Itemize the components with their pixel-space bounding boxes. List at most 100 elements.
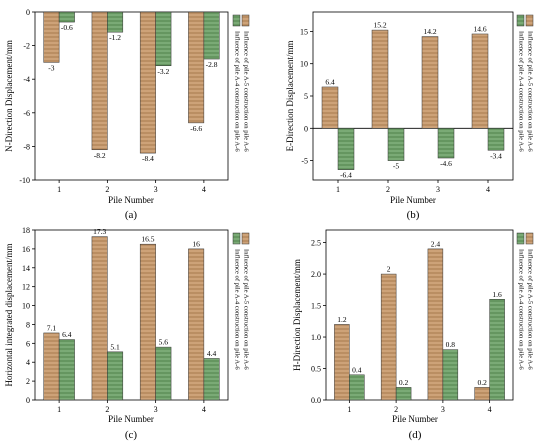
y-tick-label: 18	[22, 226, 30, 235]
x-tick-label: 3	[441, 405, 445, 414]
y-axis-label: N-Direction Displacement/mm	[4, 40, 14, 152]
data-label: 16	[192, 239, 200, 248]
data-label: -3	[48, 63, 54, 72]
bar-series-2	[395, 387, 412, 401]
y-tick-label: 5	[304, 92, 308, 101]
bar-series-2	[349, 374, 365, 401]
y-tick-label: 0.5	[311, 365, 321, 374]
x-axis-label: Pile Number	[392, 414, 438, 424]
bar-series-1	[334, 324, 350, 401]
y-axis-label: H-Direction Displacement/mm	[292, 259, 302, 371]
x-tick-label: 3	[154, 185, 158, 194]
data-label: 0.4	[352, 365, 362, 374]
legend-label-2: Influence of pile A-4 construction on pi…	[517, 249, 524, 370]
bar-series-1	[91, 11, 108, 151]
x-tick-label: 1	[336, 185, 340, 194]
x-tick-label: 4	[488, 405, 492, 414]
y-tick-label: 4	[26, 358, 30, 367]
panel-caption: (a)	[125, 209, 138, 221]
x-tick-label: 1	[57, 405, 61, 414]
data-label: 5.6	[159, 338, 169, 347]
bar-series-2	[387, 128, 405, 161]
legend-swatch-2	[516, 232, 525, 245]
y-tick-label: 6	[26, 339, 30, 348]
legend-label-1: Influence of pile A-5 construction on pi…	[242, 31, 249, 152]
data-label: 0.2	[399, 378, 409, 387]
data-label: 14.2	[423, 27, 436, 36]
x-tick-label: 1	[57, 185, 61, 194]
bar-series-2	[155, 11, 172, 67]
data-label: -1.2	[109, 33, 121, 42]
y-tick-label: 12	[22, 283, 30, 292]
data-label: -6.6	[190, 124, 202, 133]
x-axis-label: Pile Number	[390, 195, 436, 205]
y-tick-label: 0	[26, 8, 30, 17]
legend-swatch-2	[232, 14, 241, 27]
legend-swatch-2	[516, 14, 525, 27]
x-tick-label: 2	[105, 405, 109, 414]
y-tick-label: -8	[23, 142, 30, 151]
bar-series-1	[471, 33, 489, 129]
data-label: 1.2	[337, 315, 347, 324]
y-tick-label: 15	[300, 27, 308, 36]
x-tick-label: 4	[202, 405, 206, 414]
bar-series-1	[188, 11, 205, 124]
bar-series-1	[371, 29, 389, 129]
chart-panel-4: 0.0 0.5 1.0 1.5 2.0 2.5 1 1.2 0.4 2 2 0.2 3 2.4 0.8 4 0.…	[292, 229, 534, 441]
bar-series-1	[43, 332, 60, 401]
y-tick-label: -10	[19, 176, 30, 185]
x-tick-label: 4	[202, 185, 206, 194]
data-label: 6.4	[325, 77, 335, 86]
bar-series-1	[474, 387, 490, 401]
bar-series-1	[139, 11, 156, 154]
legend-swatch-1	[525, 232, 534, 245]
data-label: -0.6	[61, 23, 73, 32]
bar-series-2	[487, 128, 505, 151]
bar-series-2	[437, 128, 455, 159]
y-tick-label: 0	[304, 124, 308, 133]
x-axis-label: Pile Number	[108, 195, 154, 205]
data-label: 4.4	[207, 349, 217, 358]
y-tick-label: -2	[23, 42, 30, 51]
plot-frame	[34, 11, 229, 181]
data-label: 16.5	[141, 235, 154, 244]
y-tick-label: -5	[301, 157, 308, 166]
data-label: -5	[393, 162, 399, 171]
bar-series-1	[380, 273, 397, 401]
legend-swatch-1	[241, 232, 250, 245]
legend-label-1: Influence of pile A-5 construction on pi…	[526, 249, 533, 370]
x-tick-label: 3	[436, 185, 440, 194]
data-label: 0.8	[446, 340, 456, 349]
bar-series-2	[58, 339, 75, 401]
y-tick-label: 8	[26, 320, 30, 329]
data-label: 14.6	[473, 24, 486, 33]
legend-label-1: Influence of pile A-5 construction on pi…	[526, 31, 533, 152]
plot-frame	[325, 229, 514, 401]
data-label: 2	[387, 265, 391, 274]
bar-series-1	[321, 86, 339, 129]
data-label: -8.4	[142, 154, 154, 163]
y-tick-label: 14	[22, 264, 30, 273]
panel-caption: (d)	[409, 429, 422, 441]
x-tick-label: 3	[154, 405, 158, 414]
bar-series-1	[91, 236, 108, 401]
x-tick-label: 4	[486, 185, 490, 194]
bar-series-1	[43, 11, 60, 63]
panel-caption: (c)	[125, 429, 138, 441]
y-tick-label: 10	[300, 60, 308, 69]
bar-series-2	[107, 351, 124, 401]
legend-label-2: Influence of pile A-4 construction on pi…	[233, 31, 240, 152]
y-tick-label: 1.5	[311, 302, 321, 311]
legend-swatch-2	[232, 232, 241, 245]
data-label: -2.8	[206, 60, 218, 69]
data-label: 5.1	[110, 342, 120, 351]
bar-series-1	[139, 243, 156, 401]
x-tick-label: 2	[105, 185, 109, 194]
y-tick-label: -4	[23, 75, 30, 84]
data-label: -6.4	[340, 171, 352, 180]
bar-series-2	[489, 299, 505, 401]
legend-label-1: Influence of pile A-5 construction on pi…	[242, 249, 249, 370]
x-axis-label: Pile Number	[108, 414, 154, 424]
data-label: 17.3	[93, 227, 106, 236]
data-label: -3.2	[157, 67, 169, 76]
